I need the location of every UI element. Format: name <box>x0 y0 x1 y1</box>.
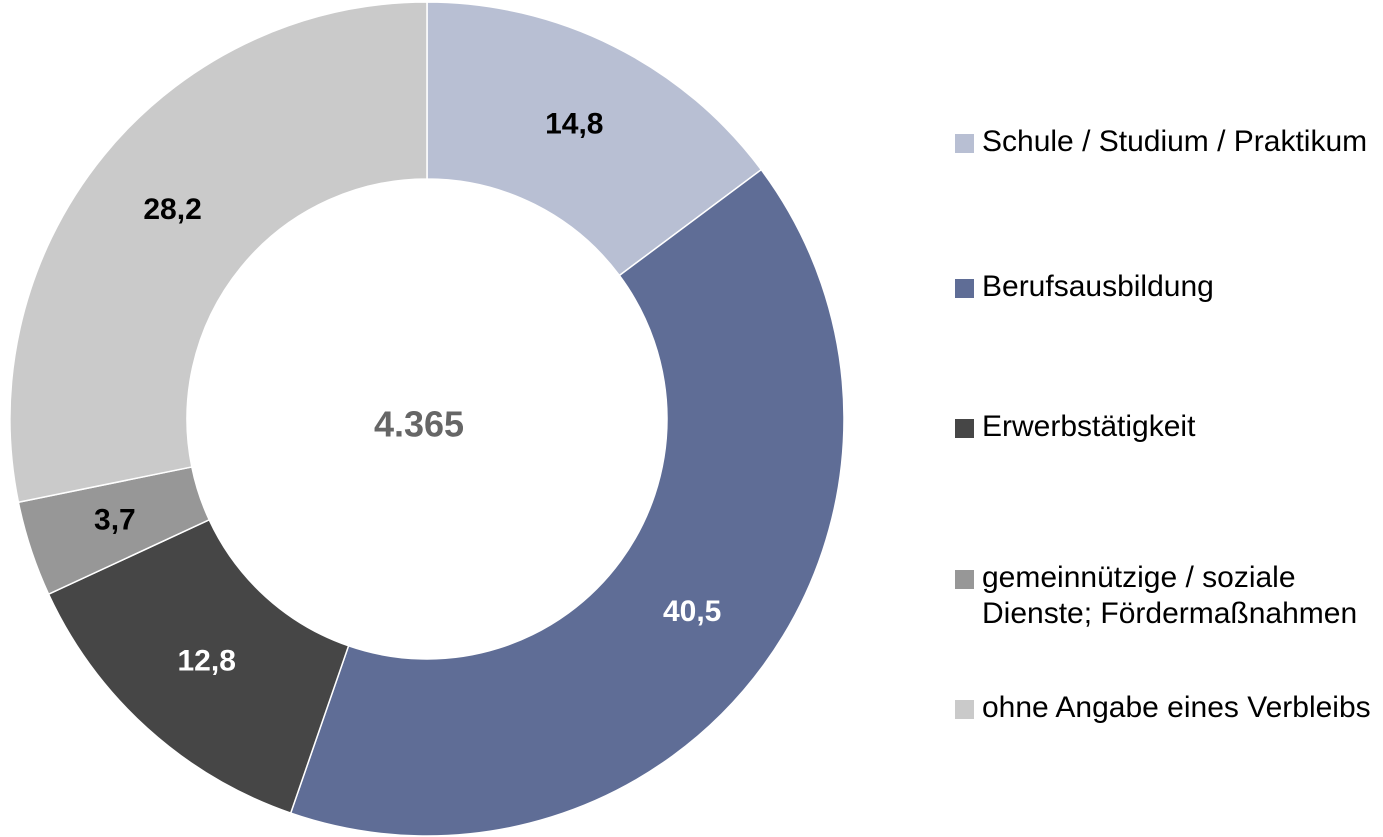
legend-item: Erwerbstätigkeit <box>955 409 1375 445</box>
donut-slice <box>426 1 763 277</box>
data-label: 40,5 <box>663 595 721 628</box>
legend-swatch <box>955 134 974 153</box>
legend-label: Berufsausbildung <box>982 270 1214 303</box>
data-label: 14,8 <box>545 107 603 140</box>
legend-label: ohne Angabe eines Verbleibs <box>982 691 1371 724</box>
legend-swatch <box>955 279 974 298</box>
data-label: 3,7 <box>94 503 136 536</box>
legend-item: Berufsausbildung <box>955 269 1375 305</box>
donut-slice <box>47 518 350 815</box>
legend-swatch <box>955 570 974 589</box>
data-label: 28,2 <box>143 193 201 226</box>
donut-slice <box>289 168 845 837</box>
legend-item: ohne Angabe eines Verbleibs <box>955 690 1375 726</box>
legend-swatch <box>955 700 974 719</box>
center-label: 4.365 <box>374 404 464 445</box>
legend-label: Erwerbstätigkeit <box>982 410 1196 443</box>
legend-item: Schule / Studium / Praktikum <box>955 124 1375 160</box>
legend-item: gemeinnützige / soziale Dienste; Förderm… <box>955 560 1375 632</box>
legend-label: Schule / Studium / Praktikum <box>982 125 1368 158</box>
legend-label: gemeinnützige / soziale Dienste; Förderm… <box>982 561 1358 630</box>
data-label: 12,8 <box>177 645 235 678</box>
legend-swatch <box>955 419 974 438</box>
donut-slice <box>9 1 428 504</box>
